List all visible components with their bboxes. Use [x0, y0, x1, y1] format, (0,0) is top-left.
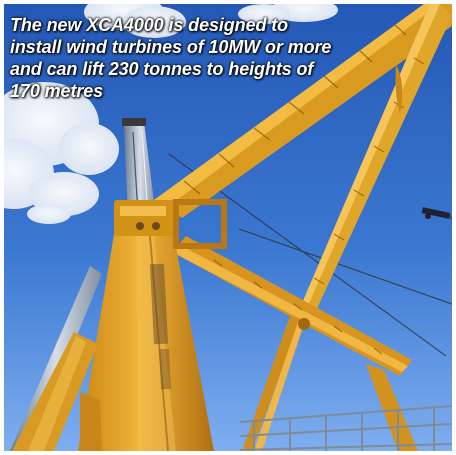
lower-boom — [172, 236, 412, 376]
main-mast — [78, 204, 214, 451]
distant-antenna — [421, 207, 451, 219]
clouds — [4, 4, 338, 224]
upper-boom — [154, 4, 452, 218]
hydraulic-cylinder — [10, 266, 102, 451]
right-lattice-boom — [294, 4, 452, 328]
lower-right-structure — [239, 316, 452, 451]
crane-photo — [4, 4, 452, 451]
crane-illustration — [4, 4, 452, 451]
boom-pivot — [114, 199, 227, 249]
